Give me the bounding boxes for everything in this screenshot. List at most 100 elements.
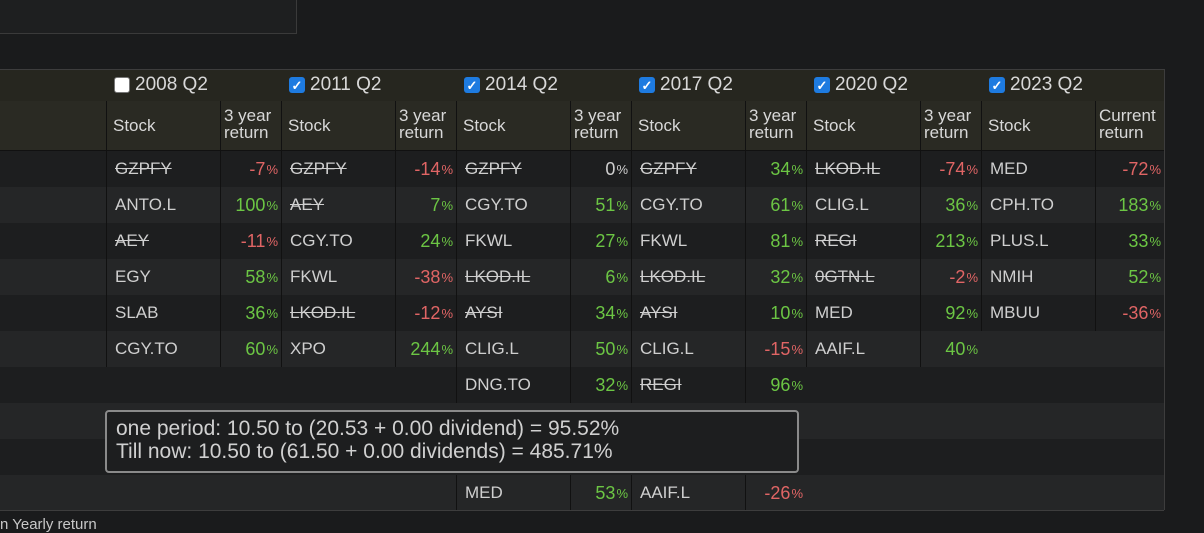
return-cell[interactable]: 51% <box>570 187 631 223</box>
quarter-toggle-2[interactable]: ✓ 2014 Q2 <box>464 72 558 98</box>
return-cell[interactable]: -12% <box>395 295 456 331</box>
stock-cell[interactable]: CPH.TO <box>981 187 1095 223</box>
return-cell[interactable]: 92% <box>920 295 981 331</box>
return-cell[interactable]: 36% <box>220 295 281 331</box>
stock-ticker: CGY.TO <box>640 195 703 214</box>
return-cell[interactable]: -26% <box>745 475 806 511</box>
return-cell[interactable]: 34% <box>745 151 806 187</box>
stock-cell[interactable]: LKOD.IL <box>456 259 570 295</box>
return-cell[interactable]: 60% <box>220 331 281 367</box>
return-cell[interactable]: 81% <box>745 223 806 259</box>
quarter-checkbox[interactable]: ✓ <box>814 77 830 93</box>
return-cell[interactable]: 244% <box>395 331 456 367</box>
return-cell[interactable]: 61% <box>745 187 806 223</box>
stock-cell[interactable]: AEY <box>106 223 220 259</box>
stock-cell[interactable]: GZPFY <box>106 151 220 187</box>
stock-cell[interactable]: LKOD.IL <box>806 151 920 187</box>
return-cell[interactable]: 33% <box>1095 223 1164 259</box>
stock-cell[interactable]: CLIG.L <box>456 331 570 367</box>
stock-cell[interactable]: DNG.TO <box>456 367 570 403</box>
quarter-checkbox[interactable]: ✓ <box>989 77 1005 93</box>
stock-cell[interactable]: SLAB <box>106 295 220 331</box>
return-cell[interactable]: 7% <box>395 187 456 223</box>
stock-cell[interactable]: AAIF.L <box>806 331 920 367</box>
return-cell[interactable]: 32% <box>745 259 806 295</box>
return-cell[interactable]: -15% <box>745 331 806 367</box>
stock-cell[interactable]: REGI <box>631 367 745 403</box>
stock-cell[interactable]: CLIG.L <box>631 331 745 367</box>
return-cell[interactable]: 24% <box>395 223 456 259</box>
stock-cell[interactable]: AAIF.L <box>631 475 745 511</box>
return-cell[interactable]: 96% <box>745 367 806 403</box>
quarter-checkbox[interactable]: ✓ <box>289 77 305 93</box>
stock-cell[interactable]: CLIG.L <box>806 187 920 223</box>
stock-cell[interactable]: 0GTN.L <box>806 259 920 295</box>
stock-cell[interactable]: GZPFY <box>281 151 395 187</box>
stock-cell[interactable]: XPO <box>281 331 395 367</box>
stock-cell[interactable]: FKWL <box>281 259 395 295</box>
stock-cell[interactable]: FKWL <box>631 223 745 259</box>
stock-cell[interactable]: GZPFY <box>631 151 745 187</box>
stock-cell[interactable]: ANTO.L <box>106 187 220 223</box>
quarter-checkbox[interactable]: ✓ <box>464 77 480 93</box>
stock-cell[interactable]: CGY.TO <box>281 223 395 259</box>
return-cell[interactable]: 10% <box>745 295 806 331</box>
return-cell[interactable]: -36% <box>1095 295 1164 331</box>
return-cell[interactable]: -7% <box>220 151 281 187</box>
return-cell[interactable]: -74% <box>920 151 981 187</box>
quarter-checkbox[interactable] <box>114 77 130 93</box>
return-cell[interactable]: 52% <box>1095 259 1164 295</box>
stock-cell[interactable]: AYSI <box>456 295 570 331</box>
quarter-toggle-3[interactable]: ✓ 2017 Q2 <box>639 72 733 98</box>
stock-cell[interactable]: CGY.TO <box>106 331 220 367</box>
return-cell[interactable]: 36% <box>920 187 981 223</box>
quarter-toggle-5[interactable]: ✓ 2023 Q2 <box>989 72 1083 98</box>
stock-cell[interactable]: AYSI <box>631 295 745 331</box>
stock-cell[interactable]: PLUS.L <box>981 223 1095 259</box>
return-cell[interactable]: -14% <box>395 151 456 187</box>
return-cell[interactable]: -2% <box>920 259 981 295</box>
stock-cell[interactable]: MED <box>806 295 920 331</box>
quarter-toggle-1[interactable]: ✓ 2011 Q2 <box>289 72 381 98</box>
stock-ticker: NMIH <box>990 267 1034 286</box>
quarter-label: 2023 Q2 <box>1010 74 1083 95</box>
return-value: 58 <box>245 266 266 287</box>
stock-cell[interactable]: LKOD.IL <box>631 259 745 295</box>
return-cell[interactable]: -72% <box>1095 151 1164 187</box>
stock-cell[interactable]: CGY.TO <box>631 187 745 223</box>
return-cell[interactable]: 58% <box>220 259 281 295</box>
return-cell[interactable]: 40% <box>920 331 981 367</box>
return-cell[interactable]: 34% <box>570 295 631 331</box>
return-cell[interactable]: 50% <box>570 331 631 367</box>
return-cell[interactable]: 213% <box>920 223 981 259</box>
return-cell[interactable]: 183% <box>1095 187 1164 223</box>
top-input-box[interactable] <box>0 0 297 34</box>
return-cell[interactable]: 0% <box>570 151 631 187</box>
return-cell[interactable]: 53% <box>570 475 631 511</box>
return-cell[interactable]: 32% <box>570 367 631 403</box>
quarter-toggle-0[interactable]: 2008 Q2 <box>114 72 208 98</box>
stock-cell[interactable]: AEY <box>281 187 395 223</box>
stock-cell[interactable]: NMIH <box>981 259 1095 295</box>
return-value: 33 <box>1128 230 1149 251</box>
return-cell[interactable]: 100% <box>220 187 281 223</box>
stock-cell[interactable]: GZPFY <box>456 151 570 187</box>
return-cell[interactable]: -11% <box>220 223 281 259</box>
quarter-toggle-4[interactable]: ✓ 2020 Q2 <box>814 72 908 98</box>
stock-ticker: REGI <box>640 375 682 394</box>
return-cell[interactable]: -38% <box>395 259 456 295</box>
stock-cell[interactable]: CGY.TO <box>456 187 570 223</box>
stock-cell[interactable]: MED <box>981 151 1095 187</box>
column-header-stock: Stock <box>981 101 1095 150</box>
quarter-checkbox[interactable]: ✓ <box>639 77 655 93</box>
return-value: 100 <box>235 194 266 215</box>
stock-cell[interactable]: EGY <box>106 259 220 295</box>
stock-cell[interactable]: REGI <box>806 223 920 259</box>
stock-cell[interactable]: MBUU <box>981 295 1095 331</box>
stock-cell[interactable]: FKWL <box>456 223 570 259</box>
return-cell[interactable]: 27% <box>570 223 631 259</box>
stock-cell[interactable]: LKOD.IL <box>281 295 395 331</box>
return-cell[interactable]: 6% <box>570 259 631 295</box>
column-header-stock: Stock <box>281 101 395 150</box>
stock-cell[interactable]: MED <box>456 475 570 511</box>
